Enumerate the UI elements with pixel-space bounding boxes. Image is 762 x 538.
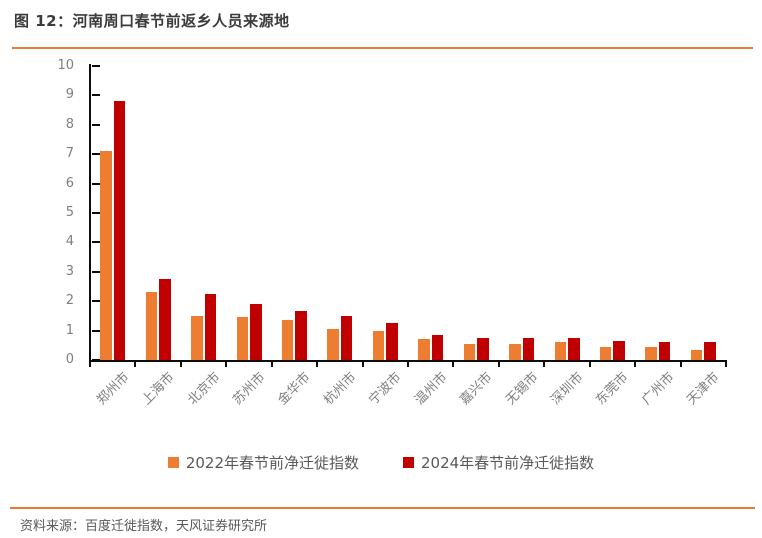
legend-swatch-2022 xyxy=(167,457,179,468)
bar-2024 xyxy=(295,311,307,360)
bar-2024 xyxy=(431,335,444,360)
bar-2024 xyxy=(477,337,489,360)
bar-2022 xyxy=(327,329,339,360)
bar-2024 xyxy=(704,342,716,360)
x-axis-tick xyxy=(588,362,591,367)
bar-2024 xyxy=(340,315,353,360)
x-axis-label: 杭州市 xyxy=(321,369,360,409)
legend-item-2022: 2022年春节前净迁徙指数 xyxy=(167,452,359,473)
x-axis-label: 深圳市 xyxy=(548,369,587,409)
bar-2024 xyxy=(658,342,671,360)
x-axis-label: 北京市 xyxy=(184,369,224,409)
bar-2024 xyxy=(250,304,262,360)
y-axis-tick xyxy=(92,329,100,332)
x-axis-label: 宁波市 xyxy=(366,369,405,409)
y-axis-tick-label: 2 xyxy=(65,293,74,309)
x-axis-label: 天津市 xyxy=(684,369,723,409)
x-axis-tick xyxy=(497,362,500,367)
chart-legend: 2022年春节前净迁徙指数 2024年春节前净迁徙指数 xyxy=(0,452,762,473)
x-axis-tick xyxy=(679,362,682,367)
x-axis-tick xyxy=(725,362,727,367)
bar-2022 xyxy=(191,315,203,360)
y-axis-tick-label: 7 xyxy=(65,146,74,162)
bar-2022 xyxy=(599,346,612,360)
bar-2022 xyxy=(509,343,521,360)
x-axis-tick xyxy=(89,362,91,367)
x-axis-label: 东莞市 xyxy=(593,369,632,409)
x-axis-tick xyxy=(634,362,637,367)
migration-bar-chart: 0 1 2 3 4 5 6 7 8 9 10 郑州市 上海市 北京市 苏州市 金华市 杭州市 宁波市 温州市 嘉兴市无… xyxy=(57,58,727,409)
x-axis-tick xyxy=(270,362,273,367)
legend-swatch-2024 xyxy=(403,457,414,468)
x-axis-tick xyxy=(316,362,319,367)
bar-2022 xyxy=(645,346,657,360)
y-axis-tick xyxy=(92,123,100,126)
footer-divider-line xyxy=(10,507,755,509)
x-axis-label: 郑州市 xyxy=(93,369,133,409)
bar-2022 xyxy=(418,339,430,360)
x-axis-line xyxy=(89,360,727,362)
bar-2022 xyxy=(281,320,294,360)
bar-2022 xyxy=(690,349,703,360)
legend-label-2022: 2022年春节前净迁徙指数 xyxy=(185,454,359,472)
x-axis-label: 广州市 xyxy=(639,369,678,409)
x-axis-tick xyxy=(134,362,137,367)
bar-2024 xyxy=(613,340,625,360)
y-axis-tick-label: 6 xyxy=(65,175,74,191)
y-axis-line xyxy=(89,64,91,362)
y-axis-tick-label: 5 xyxy=(65,205,74,220)
y-axis-tick-label: 8 xyxy=(65,116,74,132)
bar-2024 xyxy=(568,337,580,360)
y-axis-tick xyxy=(92,212,100,214)
y-axis-tick-label: 1 xyxy=(65,322,74,338)
bar-2022 xyxy=(145,292,158,360)
bar-2022 xyxy=(100,151,112,360)
x-axis-label: 嘉兴市 xyxy=(457,369,496,409)
bar-2022 xyxy=(236,317,248,360)
bar-2022 xyxy=(372,330,385,360)
x-axis-tick xyxy=(407,362,409,367)
bar-2024 xyxy=(386,323,398,360)
source-note: 资料来源：百度迁徙指数，天风证券研究所 xyxy=(20,519,268,534)
bar-2022 xyxy=(554,342,566,360)
x-axis-tick xyxy=(179,362,182,367)
x-axis-tick xyxy=(543,362,546,367)
x-axis-tick xyxy=(361,362,364,367)
y-axis-tick-label: 4 xyxy=(65,234,74,250)
x-axis-tick xyxy=(225,362,228,367)
legend-label-2024: 2024年春节前净迁徙指数 xyxy=(421,454,595,472)
y-axis-tick xyxy=(92,241,100,244)
y-axis-tick-label: 0 xyxy=(65,352,74,367)
y-axis-tick xyxy=(92,94,100,97)
y-axis-tick xyxy=(92,182,100,185)
x-axis-label: 上海市 xyxy=(139,369,178,409)
x-axis-label: 苏州市 xyxy=(230,369,269,409)
y-axis-tick-label: 9 xyxy=(65,87,74,103)
y-axis-tick xyxy=(92,65,100,67)
y-axis-tick xyxy=(92,153,100,156)
legend-item-2024: 2024年春节前净迁徙指数 xyxy=(403,452,594,473)
title-divider-line xyxy=(12,47,753,49)
y-axis-tick xyxy=(92,270,100,273)
x-axis-label: 金华市 xyxy=(275,369,314,409)
figure-title: 图 12：河南周口春节前返乡人员来源地 xyxy=(14,12,290,30)
bar-2024 xyxy=(204,293,217,360)
x-axis-tick xyxy=(452,362,455,367)
x-axis-label: 温州市 xyxy=(411,369,451,409)
y-axis-tick xyxy=(92,300,100,303)
bar-2024 xyxy=(159,279,171,360)
x-axis-label: 无锡市 xyxy=(502,369,542,409)
bar-2022 xyxy=(463,343,476,360)
bar-2024 xyxy=(522,337,535,360)
bar-2024 xyxy=(113,101,126,360)
y-axis-tick-label: 3 xyxy=(65,263,74,279)
y-axis-tick-label: 10 xyxy=(57,58,74,73)
